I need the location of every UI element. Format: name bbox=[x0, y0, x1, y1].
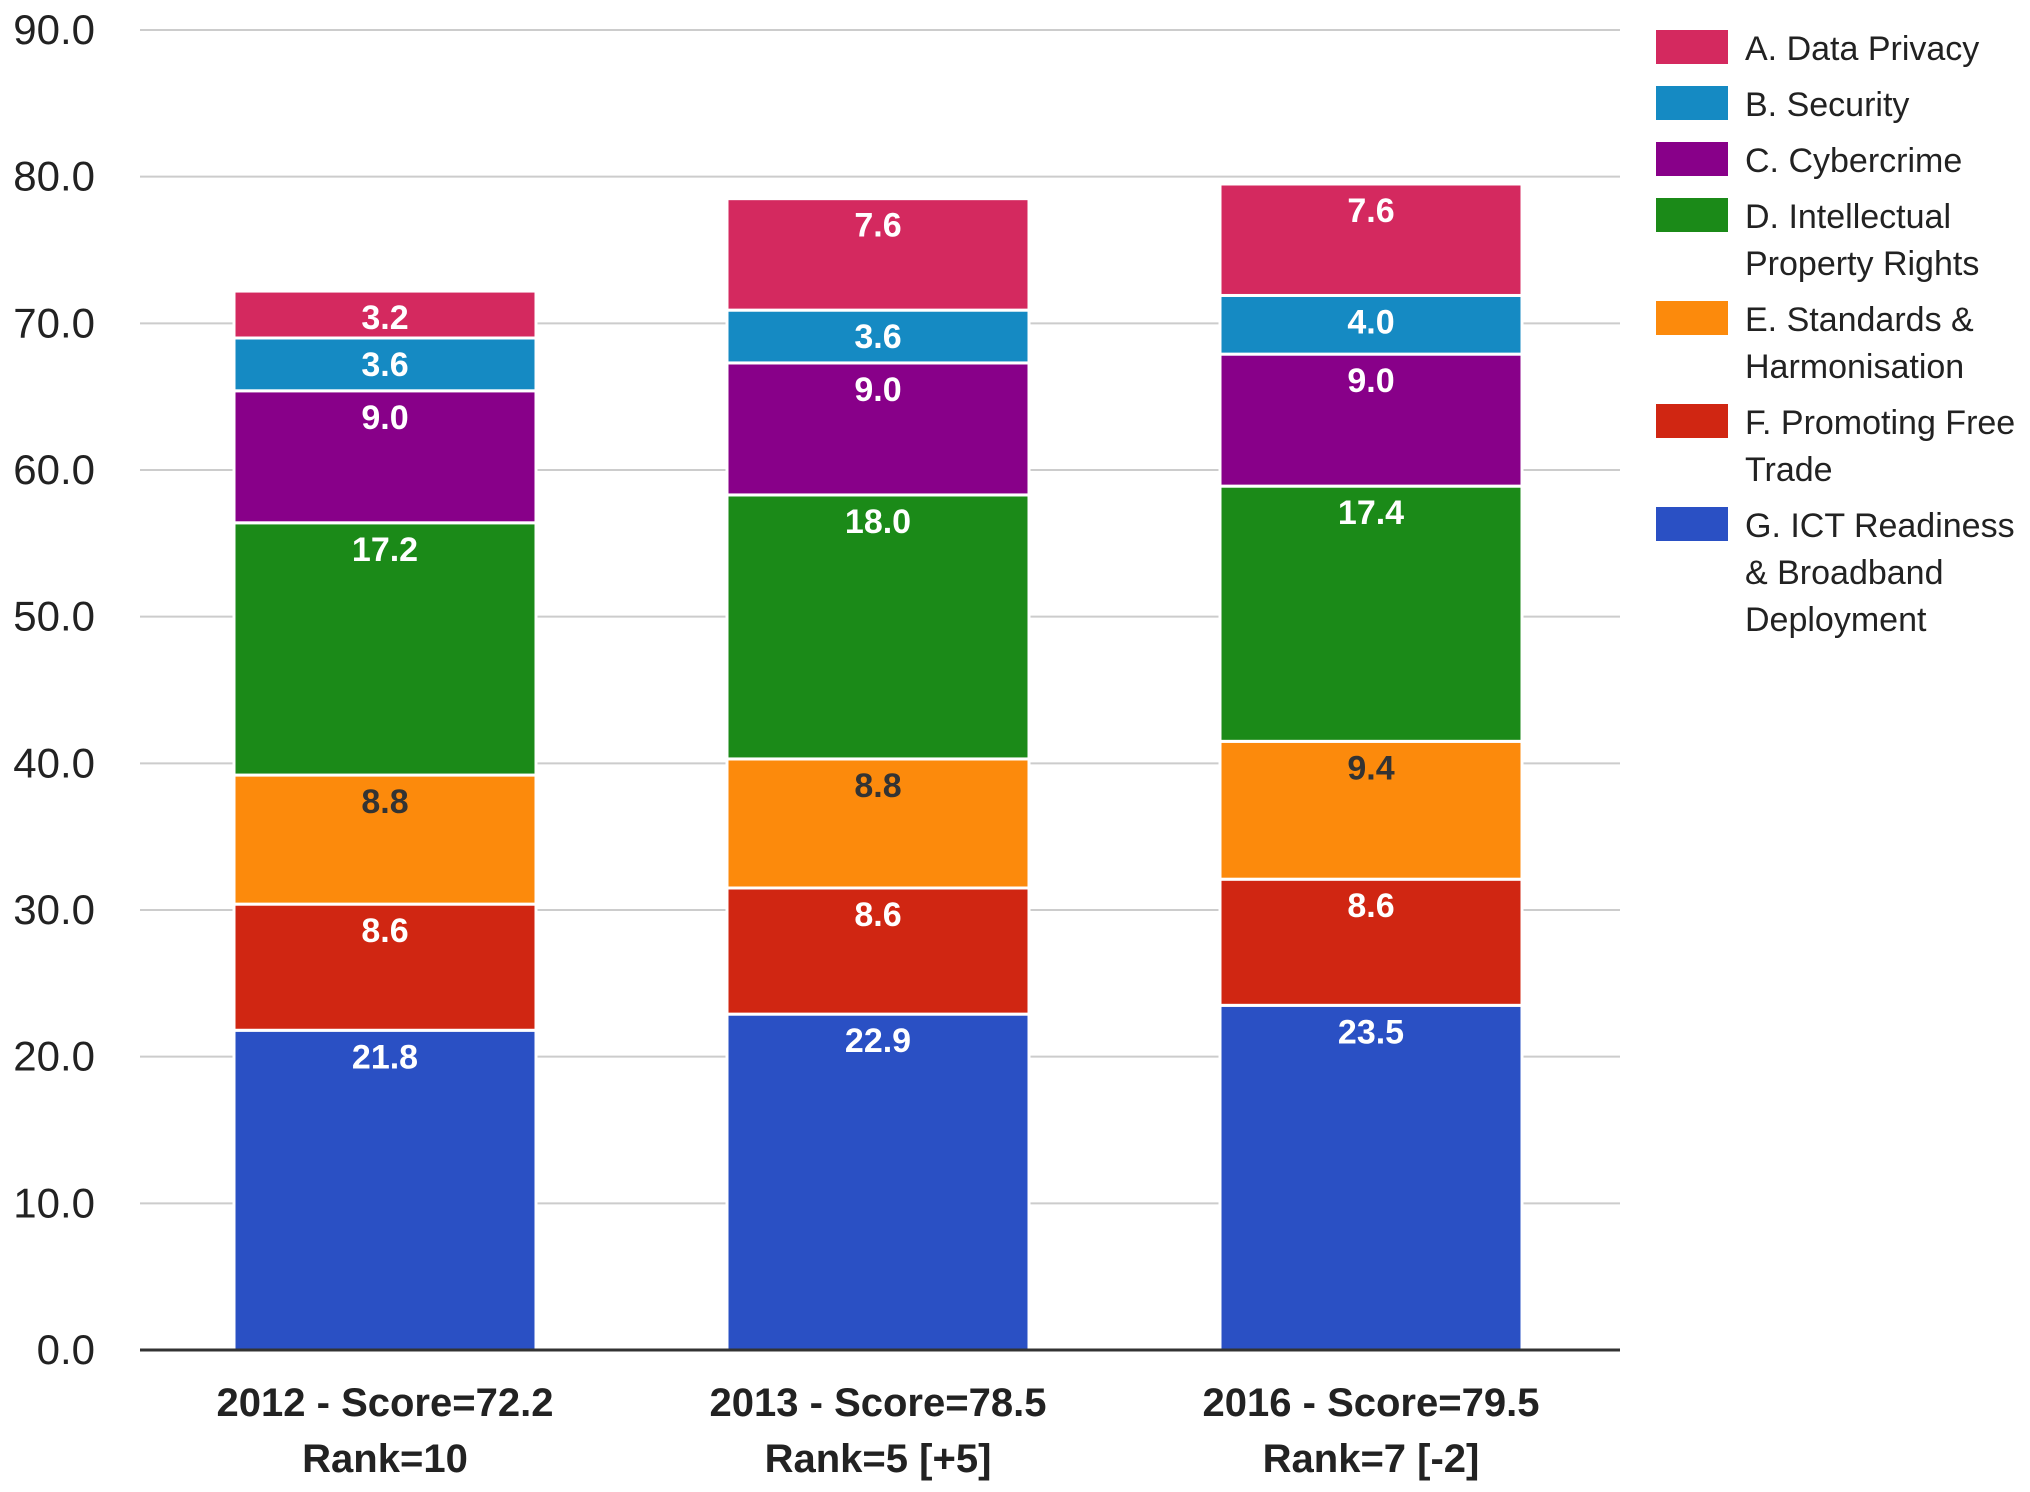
legend-label: Harmonisation bbox=[1745, 348, 1964, 386]
legend-label: F. Promoting Free bbox=[1745, 404, 2015, 442]
legend-swatch bbox=[1656, 86, 1728, 120]
bar-segment bbox=[232, 1028, 538, 1352]
legend-swatch bbox=[1656, 142, 1728, 176]
legend-item[interactable]: D. Intellectual Property Rights bbox=[1656, 198, 1979, 283]
y-tick-label: 30.0 bbox=[13, 886, 95, 933]
bar-segment bbox=[725, 886, 1031, 1016]
data-label: 3.2 bbox=[361, 299, 408, 337]
y-axis-ticks: 0.0 10.0 20.0 30.0 40.0 50.0 60.0 70.0 80.0 90.0 bbox=[13, 6, 95, 1373]
legend-label: Trade bbox=[1745, 451, 1833, 489]
legend-item[interactable]: G. ICT Readiness & Broadband Deployment bbox=[1656, 507, 2015, 639]
data-label: 8.8 bbox=[361, 783, 408, 821]
data-label: 23.5 bbox=[1338, 1013, 1404, 1051]
y-tick-label: 10.0 bbox=[13, 1179, 95, 1226]
data-label: 9.0 bbox=[854, 371, 901, 409]
data-label: 17.4 bbox=[1338, 494, 1404, 532]
data-label: 22.9 bbox=[845, 1022, 911, 1060]
legend-swatch bbox=[1656, 301, 1728, 335]
bar-segment bbox=[725, 197, 1031, 312]
bars bbox=[232, 182, 1524, 1352]
bar-segment bbox=[1218, 877, 1524, 1007]
y-tick-label: 40.0 bbox=[13, 739, 95, 786]
legend-swatch bbox=[1656, 404, 1728, 438]
data-labels: 21.8 8.6 8.8 17.2 9.0 3.6 3.2 22.9 8.6 8.8 18.0 9.0… bbox=[352, 192, 1404, 1076]
bar-segment bbox=[1218, 484, 1524, 743]
x-category-label: 2012 - Score=72.2 bbox=[217, 1381, 554, 1425]
bar-segment bbox=[725, 757, 1031, 890]
y-tick-label: 60.0 bbox=[13, 446, 95, 493]
legend-label: B. Security bbox=[1745, 86, 1909, 124]
y-tick-label: 90.0 bbox=[13, 6, 95, 53]
data-label: 21.8 bbox=[352, 1038, 418, 1076]
data-label: 4.0 bbox=[1347, 303, 1394, 341]
bar-segment bbox=[1218, 182, 1524, 297]
x-category-label: 2013 - Score=78.5 bbox=[710, 1381, 1047, 1425]
legend-item[interactable]: C. Cybercrime bbox=[1656, 142, 1962, 180]
data-label: 3.6 bbox=[361, 346, 408, 384]
bar-segment bbox=[725, 361, 1031, 497]
data-label: 17.2 bbox=[352, 531, 418, 569]
data-label: 7.6 bbox=[854, 207, 901, 245]
data-label: 9.4 bbox=[1347, 749, 1394, 787]
legend-label: & Broadband bbox=[1745, 554, 1944, 592]
bar-segment bbox=[725, 1012, 1031, 1352]
data-label: 8.6 bbox=[854, 896, 901, 934]
x-category-label: Rank=7 [-2] bbox=[1263, 1437, 1480, 1481]
legend-label: D. Intellectual bbox=[1745, 198, 1951, 236]
legend[interactable]: A. Data Privacy B. Security C. Cybercrime D… bbox=[1656, 30, 2015, 639]
legend-swatch bbox=[1656, 507, 1728, 541]
x-category-label: Rank=5 [+5] bbox=[765, 1437, 992, 1481]
data-label: 9.0 bbox=[1347, 362, 1394, 400]
bar-segment bbox=[232, 389, 538, 525]
legend-item[interactable]: E. Standards & Harmonisation bbox=[1656, 301, 1974, 386]
data-label: 9.0 bbox=[361, 399, 408, 437]
bar-segment bbox=[1218, 1003, 1524, 1352]
bar-segment bbox=[232, 289, 538, 340]
x-axis: 2012 - Score=72.2 Rank=10 2013 - Score=78.… bbox=[140, 1348, 1620, 1481]
legend-item[interactable]: A. Data Privacy bbox=[1656, 30, 1979, 68]
legend-label: G. ICT Readiness bbox=[1745, 507, 2015, 545]
data-label: 8.6 bbox=[1347, 887, 1394, 925]
y-tick-label: 80.0 bbox=[13, 153, 95, 200]
legend-label: Property Rights bbox=[1745, 245, 1979, 283]
bar-segment bbox=[232, 521, 538, 777]
legend-item[interactable]: B. Security bbox=[1656, 86, 1909, 124]
x-category-label: Rank=10 bbox=[302, 1437, 468, 1481]
legend-label: Deployment bbox=[1745, 601, 1927, 639]
legend-swatch bbox=[1656, 198, 1728, 232]
bar-segment bbox=[1218, 352, 1524, 488]
y-tick-label: 70.0 bbox=[13, 299, 95, 346]
bar-segment bbox=[1218, 739, 1524, 881]
data-label: 3.6 bbox=[854, 318, 901, 356]
bar-segment bbox=[1218, 293, 1524, 356]
legend-label: A. Data Privacy bbox=[1745, 30, 1979, 68]
legend-label: E. Standards & bbox=[1745, 301, 1974, 339]
data-label: 7.6 bbox=[1347, 192, 1394, 230]
legend-item[interactable]: F. Promoting Free Trade bbox=[1656, 404, 2015, 489]
x-category-label: 2016 - Score=79.5 bbox=[1203, 1381, 1540, 1425]
bar-segment bbox=[232, 902, 538, 1032]
legend-label: C. Cybercrime bbox=[1745, 142, 1962, 180]
bar-segment bbox=[232, 336, 538, 393]
data-label: 8.8 bbox=[854, 767, 901, 805]
data-label: 18.0 bbox=[845, 503, 911, 541]
y-tick-label: 20.0 bbox=[13, 1033, 95, 1080]
legend-swatch bbox=[1656, 30, 1728, 64]
y-tick-label: 50.0 bbox=[13, 593, 95, 640]
y-tick-label: 0.0 bbox=[37, 1326, 95, 1373]
data-label: 8.6 bbox=[361, 912, 408, 950]
